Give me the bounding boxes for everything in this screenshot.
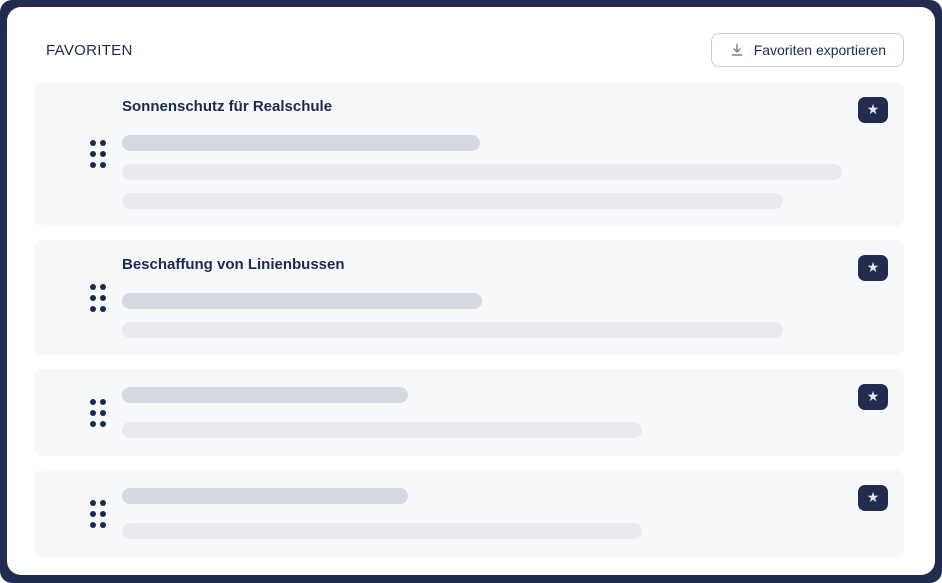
unfavorite-button[interactable]: ★ [858, 255, 888, 281]
skeleton-line [122, 322, 783, 338]
skeleton-line [122, 293, 482, 309]
skeleton-lines [122, 293, 888, 338]
star-icon: ★ [866, 101, 880, 117]
unfavorite-button[interactable]: ★ [858, 384, 888, 410]
skeleton-lines [122, 488, 888, 539]
favorites-page: FAVORITEN Favoriten exportieren [7, 7, 935, 575]
skeleton-line [122, 387, 408, 403]
unfavorite-button[interactable]: ★ [858, 485, 888, 511]
page-header: FAVORITEN Favoriten exportieren [34, 33, 904, 67]
favorite-card[interactable]: Beschaffung von Linienbussen ★ [34, 240, 904, 355]
star-icon: ★ [866, 388, 880, 404]
favorite-card[interactable]: Sonnenschutz für Realschule ★ [34, 82, 904, 226]
drag-handle-icon[interactable] [90, 398, 106, 427]
page-title: FAVORITEN [46, 41, 133, 59]
export-favorites-button[interactable]: Favoriten exportieren [710, 33, 904, 67]
favorite-title: Sonnenschutz für Realschule [122, 98, 333, 115]
skeleton-line [122, 164, 842, 180]
download-icon [729, 42, 745, 58]
export-favorites-label: Favoriten exportieren [753, 42, 886, 58]
skeleton-line [122, 523, 642, 539]
skeleton-lines [122, 135, 888, 209]
skeleton-line [122, 193, 783, 209]
favorite-card[interactable]: ★ [34, 369, 904, 456]
drag-handle-icon[interactable] [90, 499, 106, 528]
drag-handle-icon[interactable] [90, 283, 106, 312]
drag-handle-icon[interactable] [90, 140, 106, 168]
skeleton-lines [122, 387, 888, 438]
favorite-card[interactable]: ★ [34, 470, 904, 557]
star-icon: ★ [866, 259, 880, 275]
skeleton-line [122, 422, 642, 438]
content-area: FAVORITEN Favoriten exportieren [7, 33, 935, 557]
star-icon: ★ [866, 489, 880, 505]
skeleton-line [122, 488, 408, 504]
favorites-list: Sonnenschutz für Realschule ★ Beschaffun… [34, 82, 904, 557]
favorite-title: Beschaffung von Linienbussen [122, 256, 345, 273]
unfavorite-button[interactable]: ★ [858, 97, 888, 123]
skeleton-line [122, 135, 480, 151]
